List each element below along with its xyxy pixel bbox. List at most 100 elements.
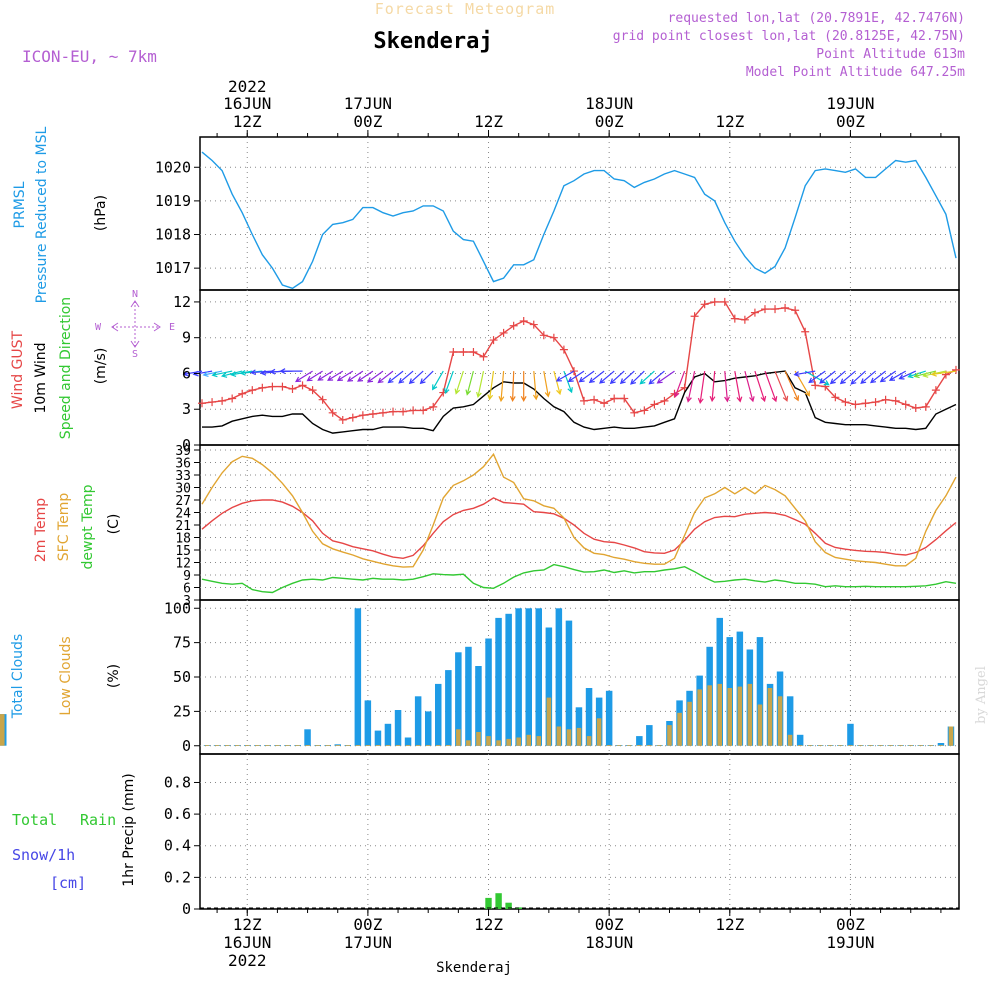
- low-cloud-bar: [818, 745, 823, 746]
- low-cloud-bar: [365, 745, 371, 746]
- wind-arrow: [211, 370, 233, 378]
- wind-arrow: [444, 370, 454, 395]
- y-tick-label: 75: [173, 634, 191, 652]
- total-cloud-bar: [455, 652, 462, 746]
- wind-arrow: [599, 370, 615, 384]
- wind-arrow: [336, 370, 354, 382]
- wind-arrow: [487, 371, 495, 401]
- total-cloud-bar: [475, 666, 482, 746]
- wind-arrow: [317, 370, 334, 381]
- top-year-label: 2022: [228, 77, 267, 96]
- y-tick-label: 25: [173, 702, 191, 720]
- gust-marker: [198, 399, 207, 408]
- low-cloud-bar: [536, 736, 542, 746]
- wind-arrow: [588, 370, 605, 384]
- low-cloud-bar: [898, 745, 903, 746]
- wind-arrow: [498, 371, 505, 403]
- total-cloud-bar: [796, 734, 804, 746]
- low-cloud-bar: [908, 745, 914, 746]
- wind-arrow: [182, 370, 203, 377]
- low-cloud-bar: [677, 712, 682, 746]
- y-tick-label: 100: [164, 599, 191, 617]
- gust-marker: [610, 394, 619, 403]
- top-date-label: 19JUN: [826, 94, 874, 113]
- y-tick-label: 21: [175, 519, 191, 534]
- total-cloud-bar: [525, 608, 532, 746]
- wind-arrow: [764, 370, 778, 403]
- y-tick-label: 6: [183, 582, 191, 597]
- total-cloud-bar: [465, 646, 472, 746]
- gust-marker: [851, 400, 860, 409]
- gust-marker: [298, 381, 307, 390]
- gust-marker: [539, 331, 548, 340]
- wind-arrow: [346, 370, 364, 382]
- gust-marker: [338, 415, 347, 424]
- low-cloud-bar: [425, 745, 431, 746]
- total-cloud-bar: [847, 723, 854, 746]
- gust-marker: [378, 408, 387, 417]
- low-cloud-bar: [436, 745, 441, 746]
- y-tick-label: 6: [182, 364, 191, 382]
- gust-marker: [911, 404, 920, 413]
- top-hour-label: 00Z: [353, 112, 382, 131]
- gust-marker: [459, 348, 468, 356]
- label-percent: (%): [106, 664, 122, 688]
- low-cloud-bar: [245, 745, 250, 746]
- low-cloud-bar: [858, 745, 863, 746]
- low-cloud-bar: [627, 745, 632, 746]
- gust-marker: [479, 352, 488, 361]
- wind-arrow: [734, 370, 743, 403]
- series-line-dewpt-temp: [201, 563, 957, 594]
- y-tick-label: 1018: [155, 226, 191, 244]
- low-cloud-bar: [486, 736, 491, 746]
- wind-arrow: [619, 370, 635, 385]
- total-cloud-bar: [495, 617, 502, 746]
- gust-marker: [811, 381, 820, 390]
- compass-arrow-w: [111, 322, 119, 332]
- wind-arrow: [419, 370, 434, 385]
- total-cloud-bar: [435, 683, 442, 746]
- low-cloud-bar: [295, 745, 300, 746]
- top-hour-label: 12Z: [474, 112, 503, 131]
- wind-arrow: [829, 370, 846, 385]
- gust-marker: [248, 386, 257, 395]
- forecast-title: Forecast Meteogram: [375, 0, 556, 18]
- gust-marker: [469, 348, 478, 356]
- label-snow: Snow/1h: [12, 846, 75, 864]
- series-line-prmsl: [201, 151, 957, 290]
- total-cloud-bar: [555, 608, 563, 746]
- gust-marker: [730, 314, 739, 323]
- low-cloud-bar: [546, 697, 552, 746]
- compass-e: E: [169, 322, 175, 333]
- total-cloud-bar: [565, 620, 573, 746]
- series-line-sfc-temp: [201, 452, 957, 568]
- gust-marker: [831, 393, 840, 402]
- low-cloud-bar: [828, 745, 833, 746]
- gust-marker: [348, 413, 357, 422]
- label-celsius: (C): [106, 514, 122, 535]
- compass-arrow-n: [130, 300, 140, 308]
- wind-arrow: [532, 371, 539, 401]
- low-cloud-bar: [777, 696, 783, 746]
- total-cloud-bar: [445, 670, 452, 746]
- low-cloud-bar: [707, 685, 712, 746]
- low-cloud-bar: [657, 745, 662, 746]
- gust-marker: [429, 402, 438, 411]
- y-tick-label: 30: [175, 482, 191, 497]
- label-2m-temp: 2m Temp: [33, 498, 49, 562]
- wind-arrow: [930, 370, 957, 377]
- label-pressure-msl: Pressure Reduced to MSL: [34, 126, 50, 303]
- gust-marker: [559, 345, 568, 354]
- wind-arrow: [387, 370, 404, 384]
- low-cloud-bar: [566, 729, 572, 746]
- gust-marker: [288, 384, 297, 393]
- wind-arrow: [377, 370, 394, 384]
- gust-marker: [740, 315, 749, 324]
- gust-marker: [791, 306, 800, 315]
- y-tick-label: 0.4: [164, 837, 191, 855]
- total-cloud-bar: [756, 637, 764, 746]
- total-cloud-bar: [545, 627, 553, 746]
- total-cloud-bar: [485, 638, 492, 746]
- low-cloud-bar: [204, 745, 210, 746]
- y-tick-label: 39: [175, 444, 191, 459]
